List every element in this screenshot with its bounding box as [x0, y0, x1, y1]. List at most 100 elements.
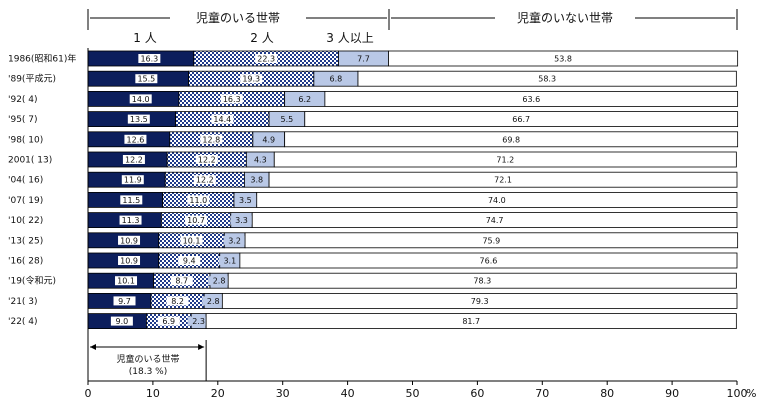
data-label: 22.3 — [255, 54, 278, 64]
data-label-text: 58.3 — [538, 75, 556, 84]
data-label-bg — [240, 74, 263, 84]
data-label: 76.6 — [480, 257, 498, 266]
data-label-bg — [120, 195, 143, 205]
bar-row: '92( 4) 14.0 16.3 6.2 63.6 — [8, 91, 739, 107]
data-label-bg — [293, 94, 316, 104]
data-label-bg — [187, 195, 210, 205]
bar-row: '16( 28) 10.9 9.4 3.1 76.6 — [8, 252, 738, 269]
x-tick-label: 80 — [600, 387, 614, 400]
data-label: 74.7 — [486, 216, 504, 225]
row-label: 1986(昭和61)年 — [8, 53, 76, 65]
data-label-text: 12.2 — [198, 156, 216, 165]
annotation-value: (18.3 %) — [129, 367, 167, 377]
bar-segment — [357, 70, 737, 87]
bar-segment — [304, 111, 739, 127]
data-label-text: 74.0 — [488, 196, 506, 205]
data-label-text: 10.7 — [187, 216, 205, 225]
bar-segment — [221, 292, 738, 309]
data-label-text: 10.9 — [120, 236, 138, 245]
data-label: 6.2 — [293, 94, 316, 104]
x-tick-label: 50 — [406, 387, 420, 400]
bar-segment — [388, 50, 739, 67]
bar-row: 1986(昭和61)年 16.3 22.3 7.7 53.8 — [8, 50, 739, 67]
bar-row: '21( 3) 9.7 8.2 2.8 79.3 — [8, 292, 738, 309]
legend-series-3: 3 人以上 — [326, 31, 373, 45]
data-label-bg — [257, 134, 280, 144]
bar-row: '95( 7) 13.5 14.4 5.5 66.7 — [8, 111, 739, 127]
data-label-bg — [122, 155, 145, 164]
x-tick-label: 60 — [470, 387, 484, 400]
bar-segment — [244, 232, 739, 249]
data-label: 78.3 — [473, 277, 491, 286]
data-label-text: 19.3 — [242, 75, 260, 84]
row-label: '16( 28) — [8, 257, 43, 267]
x-tick-label: 70 — [535, 387, 549, 400]
data-label: 58.3 — [538, 75, 556, 84]
data-label-text: 12.6 — [127, 135, 145, 144]
data-label-bg — [223, 235, 246, 245]
data-label-text: 10.9 — [120, 257, 138, 266]
data-label-text: 5.5 — [281, 115, 294, 124]
data-label-text: 10.1 — [183, 236, 201, 245]
data-label-text: 4.3 — [254, 156, 267, 165]
data-label-bg — [220, 94, 243, 104]
data-label: 11.0 — [187, 195, 210, 205]
data-label-text: 69.8 — [502, 135, 520, 144]
data-label: 53.8 — [554, 55, 572, 64]
data-label: 11.3 — [119, 215, 142, 225]
data-label-text: 14.0 — [132, 95, 150, 104]
legend-series-1: 1 人 — [133, 31, 156, 45]
data-label-bg — [170, 276, 193, 286]
data-label-bg — [127, 114, 150, 124]
data-label-text: 2.3 — [192, 317, 205, 326]
row-label: '10( 22) — [8, 216, 43, 226]
data-label-text: 11.0 — [189, 196, 207, 205]
data-label: 8.2 — [166, 296, 189, 306]
bar-row: '22( 4) 9.0 6.9 2.3 81.7 — [8, 313, 737, 330]
data-label: 69.8 — [502, 135, 520, 144]
data-label-text: 2.8 — [213, 277, 226, 286]
x-unit-label: % — [746, 387, 756, 400]
bar-row: '04( 16) 11.9 12.2 3.8 72.1 — [8, 171, 738, 188]
data-label: 4.9 — [257, 134, 280, 144]
data-label: 2.3 — [187, 316, 210, 326]
data-label-bg — [193, 175, 216, 185]
data-label-text: 12.8 — [202, 135, 220, 144]
data-label-text: 63.6 — [522, 95, 540, 104]
x-tick-label: 30 — [276, 387, 290, 400]
data-label-text: 3.5 — [239, 196, 252, 205]
x-tick-label: 0 — [85, 387, 92, 400]
data-label-text: 76.6 — [480, 257, 498, 266]
data-label: 15.5 — [135, 74, 158, 84]
data-label-bg — [255, 54, 278, 63]
data-label-text: 6.2 — [298, 95, 311, 104]
data-label: 66.7 — [512, 115, 530, 124]
data-label-bg — [124, 134, 147, 144]
data-label: 9.4 — [178, 256, 201, 266]
data-label-bg — [119, 215, 142, 225]
data-label-bg — [178, 256, 201, 265]
data-label: 8.7 — [170, 276, 193, 286]
data-label-bg — [352, 54, 375, 63]
data-label: 4.3 — [249, 155, 272, 165]
bar-row: '07( 19) 11.5 11.0 3.5 74.0 — [8, 191, 738, 208]
data-label: 6.8 — [324, 74, 347, 84]
data-label-text: 9.7 — [118, 297, 131, 306]
data-label: 3.3 — [230, 215, 253, 225]
data-label: 10.7 — [185, 215, 208, 225]
data-label: 12.8 — [200, 134, 223, 144]
data-label-text: 11.5 — [122, 196, 140, 205]
data-label-text: 81.7 — [462, 317, 480, 326]
data-label: 75.9 — [482, 236, 500, 245]
bar-segment — [251, 212, 738, 229]
data-label: 12.2 — [195, 155, 218, 165]
legend-series-2: 2 人 — [250, 31, 273, 45]
data-label-bg — [195, 155, 218, 164]
data-label-bg — [118, 256, 141, 265]
bar-row: 2001( 13) 12.2 12.2 4.3 71.2 — [8, 151, 737, 168]
bar-segment — [239, 252, 738, 269]
row-label: 2001( 13) — [8, 156, 52, 166]
data-label: 11.5 — [120, 195, 143, 205]
data-label-bg — [208, 276, 231, 286]
data-label: 10.1 — [180, 235, 203, 245]
